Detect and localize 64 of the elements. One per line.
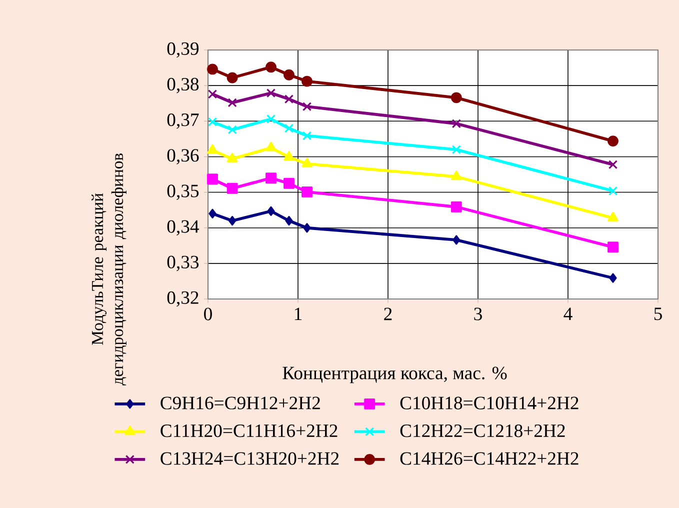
point: [450, 170, 462, 180]
point: [285, 216, 293, 226]
point: [284, 178, 294, 189]
legend-label: C11H20=C11H16+2H2: [160, 424, 338, 438]
point: [226, 152, 238, 162]
legend-label: C14H26=C14H22+2H2: [400, 452, 578, 465]
y-tick-label: 0,34: [167, 220, 200, 236]
point: [266, 172, 276, 184]
point: [207, 144, 218, 154]
x-tick-label: 1: [294, 308, 302, 320]
legend-label: C13H24=C13H20+2H2: [160, 452, 339, 465]
point: [608, 186, 618, 196]
point: [228, 216, 236, 226]
point: [452, 145, 461, 154]
point: [302, 76, 312, 87]
y-tick-label: 0,35: [167, 184, 199, 200]
point: [226, 182, 238, 194]
point: [452, 119, 461, 128]
point: [207, 174, 218, 185]
point: [450, 201, 462, 212]
point: [608, 136, 618, 147]
legend-label: C9H16=C9H12+2H2: [160, 396, 320, 410]
point: [266, 88, 276, 98]
point: [302, 102, 312, 112]
y-tick-label: 0,39: [167, 42, 199, 58]
point: [208, 208, 216, 218]
point: [208, 90, 218, 99]
point: [207, 64, 218, 75]
point: [608, 160, 618, 170]
x-tick-label: 0: [204, 308, 212, 320]
point: [208, 117, 218, 126]
point: [452, 235, 460, 245]
point: [450, 92, 462, 104]
point: [228, 98, 237, 108]
point: [266, 114, 276, 124]
point: [284, 150, 294, 161]
x-tick-label: 5: [654, 308, 662, 320]
y-tick-label: 0,37: [167, 113, 199, 129]
legend-label: C12H22=C1218+2H2: [400, 424, 565, 438]
point: [302, 131, 312, 140]
point: [608, 212, 618, 222]
point: [302, 186, 312, 198]
x-tick-label: 3: [474, 308, 482, 320]
point: [303, 223, 311, 233]
point: [284, 124, 294, 133]
point: [284, 94, 294, 104]
point: [302, 158, 312, 168]
point: [608, 242, 618, 253]
legend-label: C10H18=C10H14+2H2: [400, 396, 578, 410]
y-tick-label: 0,36: [167, 149, 199, 164]
x-tick-label: 2: [384, 308, 392, 320]
point: [226, 72, 238, 84]
point: [609, 273, 617, 283]
point: [266, 62, 276, 73]
point: [284, 69, 294, 80]
point: [267, 206, 275, 216]
x-axis-title: Концентрация кокса, мас. %: [282, 366, 507, 384]
point: [228, 125, 237, 134]
y-tick-label: 0,32: [167, 291, 198, 307]
y-tick-label: 0,33: [167, 256, 199, 272]
y-axis-title: МодульТиле реакций дегидроциклизации диолефинов: [92, 153, 126, 386]
y-tick-label: 0,38: [167, 78, 199, 94]
x-tick-label: 4: [564, 308, 572, 320]
point: [266, 142, 276, 152]
